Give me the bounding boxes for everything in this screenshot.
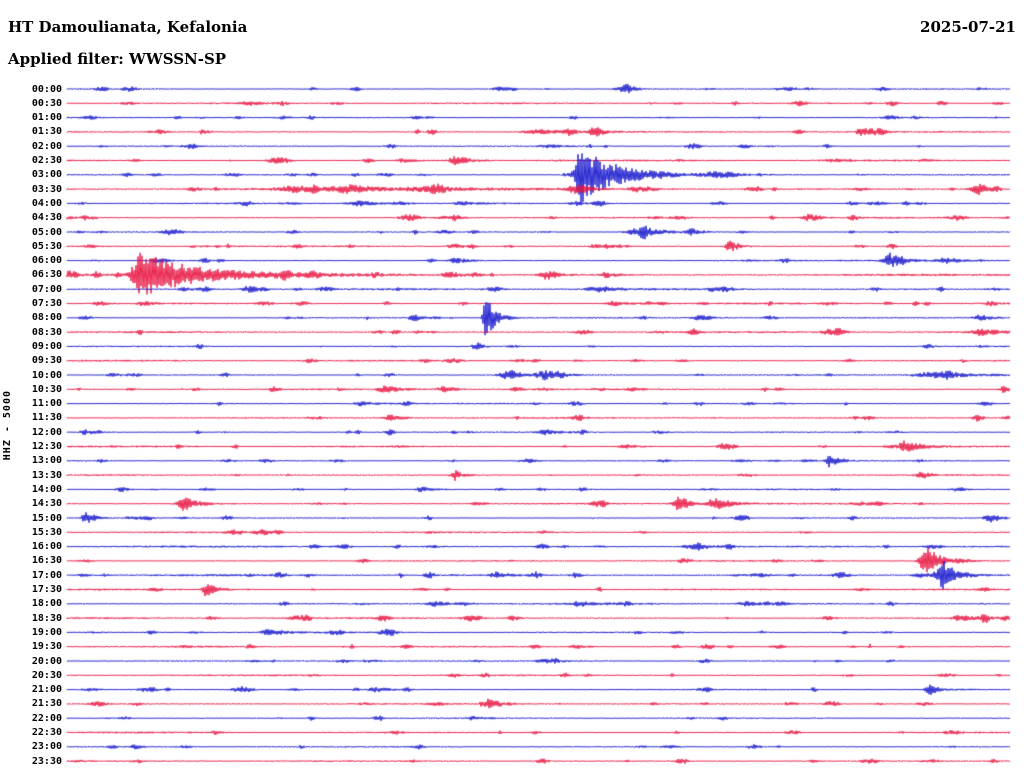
- time-label: 03:30: [31, 183, 62, 195]
- time-label: 17:30: [31, 584, 62, 595]
- time-label: 09:30: [31, 355, 62, 367]
- time-label: 15:30: [31, 526, 62, 538]
- time-label: 11:00: [31, 398, 62, 410]
- time-label: 18:00: [31, 598, 62, 610]
- time-label: 04:00: [31, 197, 62, 209]
- time-label: 03:00: [31, 169, 62, 181]
- time-label: 15:00: [31, 512, 62, 524]
- station-title: HT Damoulianata, Kefalonia: [8, 18, 248, 36]
- applied-filter-label: Applied filter: WWSSN-SP: [8, 50, 227, 68]
- time-label: 06:30: [31, 269, 62, 281]
- time-label: 13:30: [31, 469, 62, 481]
- time-label: 19:30: [31, 641, 62, 653]
- time-label: 08:30: [31, 326, 62, 338]
- time-label: 10:30: [31, 383, 62, 395]
- time-label: 00:30: [31, 97, 62, 109]
- time-label: 22:00: [31, 712, 62, 724]
- time-label: 23:30: [31, 755, 62, 767]
- time-label: 14:00: [31, 483, 62, 495]
- time-label: 07:30: [31, 298, 62, 309]
- time-label: 21:30: [31, 698, 62, 710]
- time-label: 19:00: [31, 626, 62, 638]
- time-label: 16:00: [31, 541, 62, 553]
- time-label: 20:30: [31, 669, 62, 681]
- time-label: 10:00: [31, 369, 62, 381]
- time-label: 20:00: [31, 655, 62, 667]
- time-label: 05:30: [31, 240, 62, 252]
- time-label: 18:30: [31, 612, 62, 624]
- time-label: 07:00: [31, 283, 62, 295]
- time-label: 04:30: [31, 212, 62, 224]
- time-label: 05:00: [31, 226, 62, 238]
- time-label: 00:00: [31, 83, 62, 95]
- time-label: 22:30: [31, 727, 62, 738]
- time-label: 21:00: [31, 684, 62, 696]
- time-label: 02:30: [31, 155, 62, 166]
- time-label: 23:00: [31, 741, 62, 753]
- time-label: 12:00: [31, 426, 62, 438]
- time-label: 02:00: [31, 140, 62, 152]
- time-label: 17:00: [31, 569, 62, 581]
- time-label: 12:30: [31, 441, 62, 452]
- time-label: 13:00: [31, 455, 62, 467]
- time-label: 08:00: [31, 312, 62, 324]
- time-label: 14:30: [31, 498, 62, 510]
- time-label: 01:00: [31, 112, 62, 124]
- time-label: 01:30: [31, 126, 62, 138]
- time-label: 11:30: [31, 412, 62, 424]
- time-label: 16:30: [31, 555, 62, 567]
- time-label: 09:00: [31, 340, 62, 352]
- record-date: 2025-07-21: [920, 18, 1016, 36]
- time-label: 06:00: [31, 255, 62, 267]
